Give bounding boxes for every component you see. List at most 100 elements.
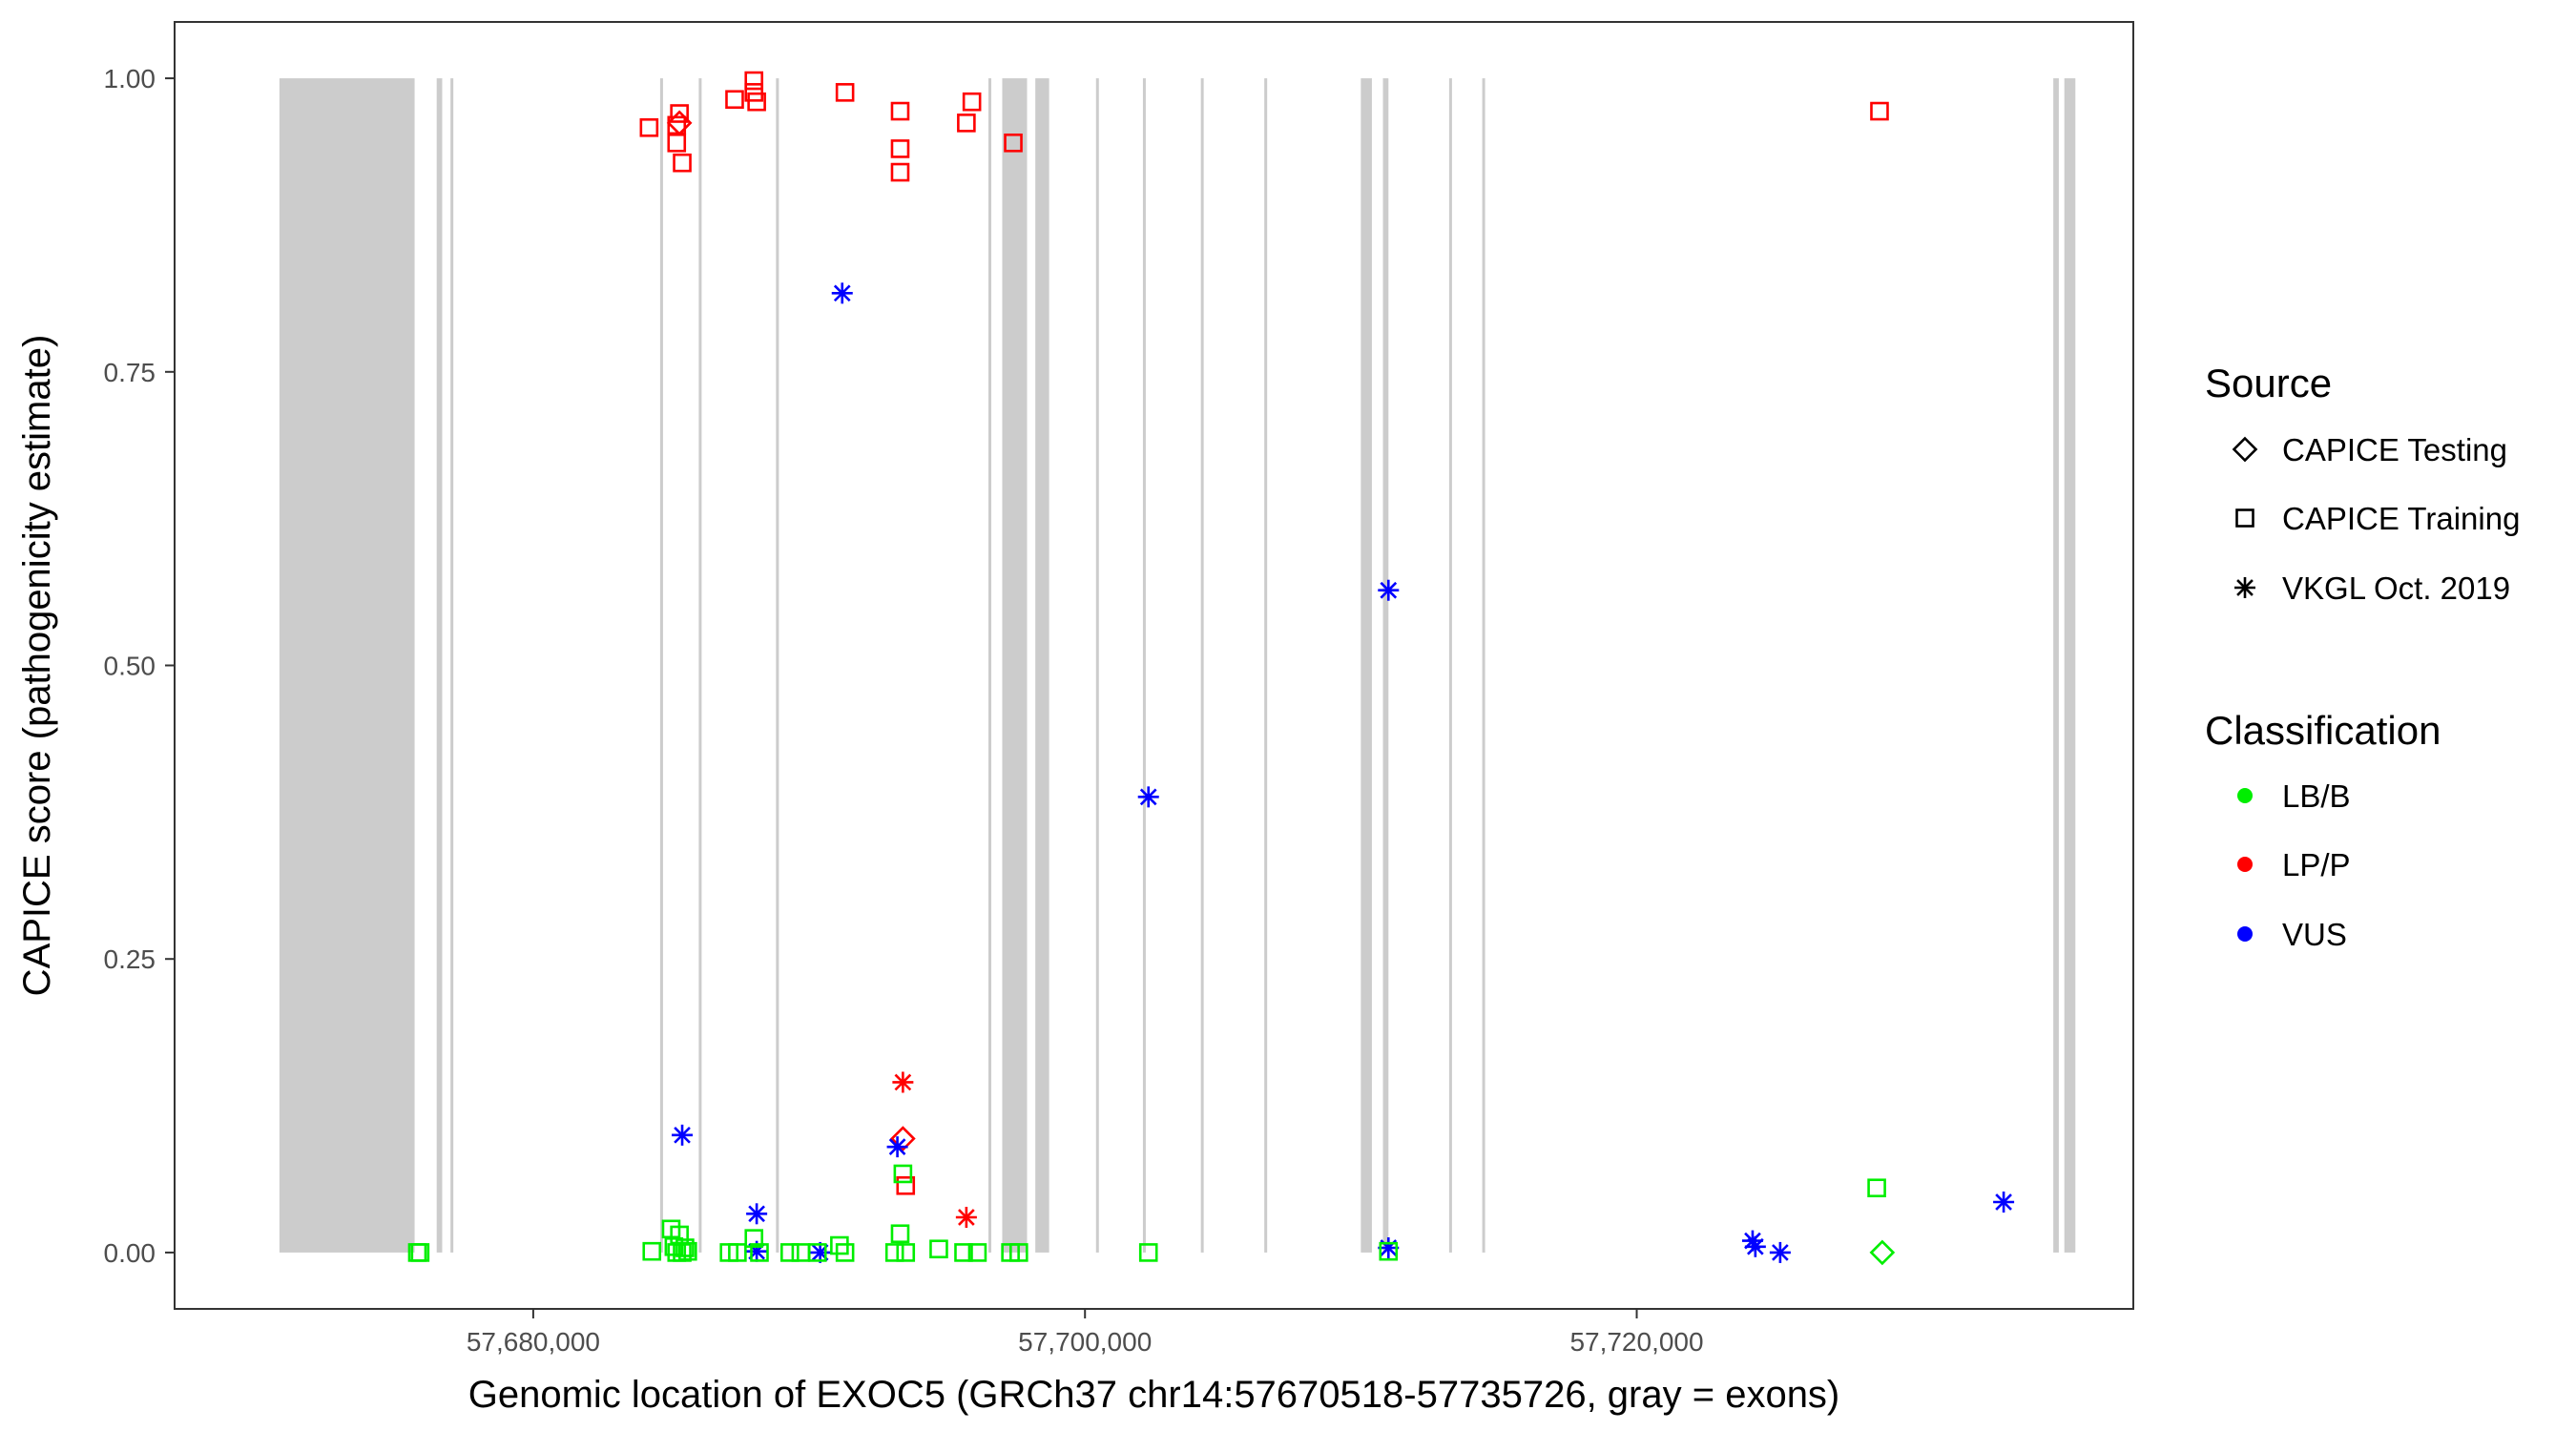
y-tick-label: 0.50: [104, 652, 156, 681]
legend-item-vus: VUS: [2237, 917, 2347, 952]
legend-item-capice-testing: CAPICE Testing: [2232, 432, 2507, 467]
legend-classification-title: Classification: [2205, 708, 2441, 753]
y-tick-label: 0.25: [104, 944, 156, 974]
x-tick-label: 57,700,000: [1018, 1327, 1152, 1357]
legend-label: LB/B: [2282, 778, 2351, 814]
data-point: [835, 1243, 855, 1262]
legend-key-diamond: [2232, 436, 2258, 463]
data-point: [896, 1243, 916, 1262]
data-point: [1379, 1241, 1399, 1261]
data-point: [886, 1136, 908, 1158]
legend-marker: [2235, 508, 2254, 528]
exon-band: [1035, 78, 1049, 1253]
data-point: [667, 115, 687, 135]
exon-band: [659, 78, 663, 1253]
y-tick-label: 1.00: [104, 64, 156, 93]
data-point: [747, 92, 766, 112]
exon-band: [1095, 78, 1099, 1253]
legend-item-vkgl: VKGL Oct. 2019: [2234, 570, 2510, 606]
data-point: [892, 1071, 914, 1093]
data-point: [890, 139, 910, 158]
data-point: [893, 1164, 913, 1184]
data-point: [957, 114, 976, 133]
data-points: [407, 71, 2015, 1266]
data-point: [1744, 1235, 1766, 1257]
exon-band: [436, 78, 443, 1253]
data-point: [675, 1238, 695, 1257]
data-point: [890, 1224, 910, 1244]
data-point: [807, 1243, 827, 1262]
legend-item-capice-training: CAPICE Training: [2235, 501, 2520, 536]
legend-key-asterisk: [2234, 577, 2255, 598]
x-axis: 57,680,000 57,700,000 57,720,000: [467, 1309, 1704, 1357]
legend-marker: [2232, 436, 2258, 463]
legend-key-square: [2235, 508, 2254, 528]
data-point: [1869, 1239, 1896, 1266]
exon-band: [2053, 78, 2059, 1253]
data-point: [835, 83, 855, 102]
exon-band: [1448, 78, 1452, 1253]
data-point: [1138, 1243, 1158, 1262]
data-point: [890, 162, 910, 182]
data-point: [667, 133, 687, 153]
data-point: [670, 104, 689, 123]
exon-band: [1002, 78, 1028, 1253]
exon-band: [2064, 78, 2076, 1253]
legend-key-dot: [2237, 926, 2253, 942]
y-axis-label: CAPICE score (pathogenicity estimate): [16, 335, 58, 997]
data-point: [1004, 133, 1023, 153]
exon-band: [1361, 78, 1372, 1253]
y-tick-label: 0.75: [104, 358, 156, 387]
legend-label: CAPICE Testing: [2282, 432, 2507, 467]
data-point: [744, 71, 764, 91]
exon-band: [1264, 78, 1268, 1253]
data-point: [744, 83, 764, 102]
data-point: [672, 1124, 694, 1146]
data-point: [1137, 786, 1159, 808]
data-point: [884, 1243, 904, 1262]
legend-key-dot: [2237, 857, 2253, 872]
exon-band: [450, 78, 454, 1253]
legend-item-lp-p: LP/P: [2237, 847, 2351, 882]
data-point: [639, 117, 659, 137]
data-point: [890, 1126, 916, 1151]
data-point: [780, 1243, 800, 1262]
data-point: [1867, 1178, 1886, 1198]
legend-source: Source CAPICE Testing CAPICE Training VK…: [2205, 361, 2520, 606]
exon-band: [279, 78, 415, 1253]
legend-label: CAPICE Training: [2282, 501, 2520, 536]
legend-label: LP/P: [2282, 847, 2351, 882]
legend-marker: [2234, 577, 2255, 598]
x-tick-label: 57,720,000: [1569, 1327, 1703, 1357]
exon-band: [1200, 78, 1204, 1253]
data-point: [831, 282, 853, 304]
y-axis: 0.00 0.25 0.50 0.75 1.00: [104, 64, 175, 1268]
data-point: [896, 1175, 916, 1195]
data-point: [642, 1241, 662, 1261]
exon-band: [776, 78, 779, 1253]
x-axis-label: Genomic location of EXOC5 (GRCh37 chr14:…: [468, 1374, 1840, 1416]
exon-band: [1142, 78, 1146, 1253]
legend-source-title: Source: [2205, 361, 2332, 405]
exon-bands: [279, 78, 2076, 1253]
data-point: [725, 90, 744, 110]
exon-band: [1482, 78, 1485, 1253]
exon-band: [1382, 78, 1389, 1253]
legend-label: VUS: [2282, 917, 2347, 952]
data-point: [955, 1206, 977, 1228]
exon-band: [698, 78, 702, 1253]
x-tick-label: 57,680,000: [467, 1327, 600, 1357]
data-point: [1009, 1243, 1028, 1262]
data-point: [728, 1243, 747, 1262]
data-point: [1993, 1191, 2015, 1213]
legend-item-lb-b: LB/B: [2237, 778, 2351, 814]
legend-label: VKGL Oct. 2019: [2282, 570, 2510, 606]
data-point: [954, 1243, 973, 1262]
y-tick-label: 0.00: [104, 1238, 156, 1268]
data-point: [1769, 1241, 1791, 1263]
data-point: [673, 153, 692, 173]
data-point: [750, 1243, 769, 1262]
data-point: [410, 1243, 430, 1262]
